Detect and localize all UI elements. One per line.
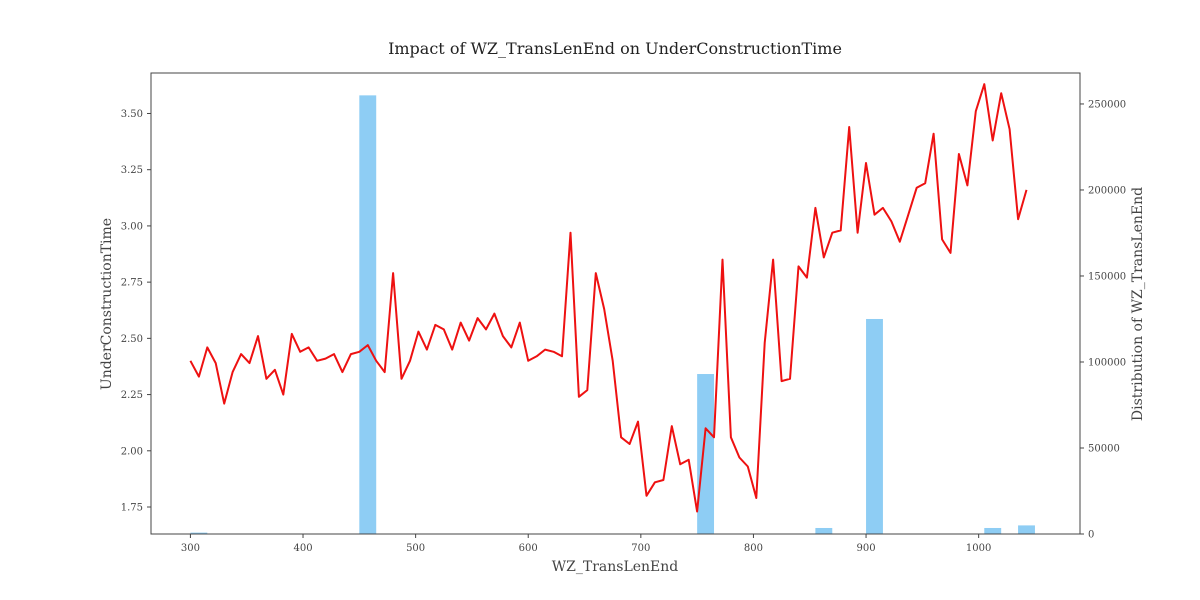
histogram-bar-4	[866, 318, 883, 534]
chart-title: Impact of WZ_TransLenEnd on UnderConstru…	[388, 39, 842, 58]
y2-tick-label: 100000	[1088, 357, 1126, 368]
x-tick-label: 700	[631, 543, 650, 554]
y-tick-label: 2.00	[121, 446, 143, 457]
y-tick-label: 2.25	[121, 390, 143, 401]
y-tick-label: 2.50	[121, 334, 143, 345]
histogram-bar-2	[697, 374, 715, 534]
y-tick-label: 2.75	[121, 278, 143, 289]
histogram-bar-0	[190, 532, 208, 534]
y2-tick-label: 250000	[1088, 99, 1126, 110]
y-axis-ticks: 1.75 2.00 2.25 2.50 2.75 3.00 3.25 3.50	[121, 109, 151, 514]
line-layer	[189, 83, 1028, 513]
plot-frame	[150, 72, 1081, 535]
y2-tick-label: 50000	[1088, 443, 1120, 454]
y-tick-label: 3.25	[121, 165, 143, 176]
x-tick-label: 1000	[966, 543, 991, 554]
histogram-bar-1	[359, 95, 377, 534]
y-axis-label: UnderConstructionTime	[99, 218, 115, 390]
y2-axis-label: Distribution of WZ_TransLenEnd	[1130, 187, 1146, 421]
x-tick-label: 600	[519, 543, 538, 554]
y-tick-label: 3.50	[121, 109, 143, 120]
x-tick-label: 400	[293, 543, 312, 554]
y2-axis-ticks: 0 50000 100000 150000 200000 250000	[1080, 99, 1126, 541]
y2-tick-label: 200000	[1088, 185, 1126, 196]
y2-tick-label: 0	[1088, 530, 1094, 541]
histogram-bar-6	[1018, 525, 1035, 534]
histogram-bar-5	[984, 527, 1002, 534]
x-tick-label: 800	[744, 543, 763, 554]
x-tick-label: 900	[857, 543, 876, 554]
y-tick-label: 3.00	[121, 221, 143, 232]
x-axis-label: WZ_TransLenEnd	[552, 559, 679, 575]
x-axis-ticks: 300 400 500 600 700 800 900 1000	[181, 534, 991, 554]
histogram-bar-3	[815, 527, 833, 534]
x-tick-label: 300	[181, 543, 200, 554]
histogram-bars	[190, 95, 1035, 534]
x-tick-label: 500	[406, 543, 425, 554]
mean-line	[189, 83, 1028, 513]
y-tick-label: 1.75	[121, 503, 143, 514]
y2-tick-label: 150000	[1088, 271, 1126, 282]
